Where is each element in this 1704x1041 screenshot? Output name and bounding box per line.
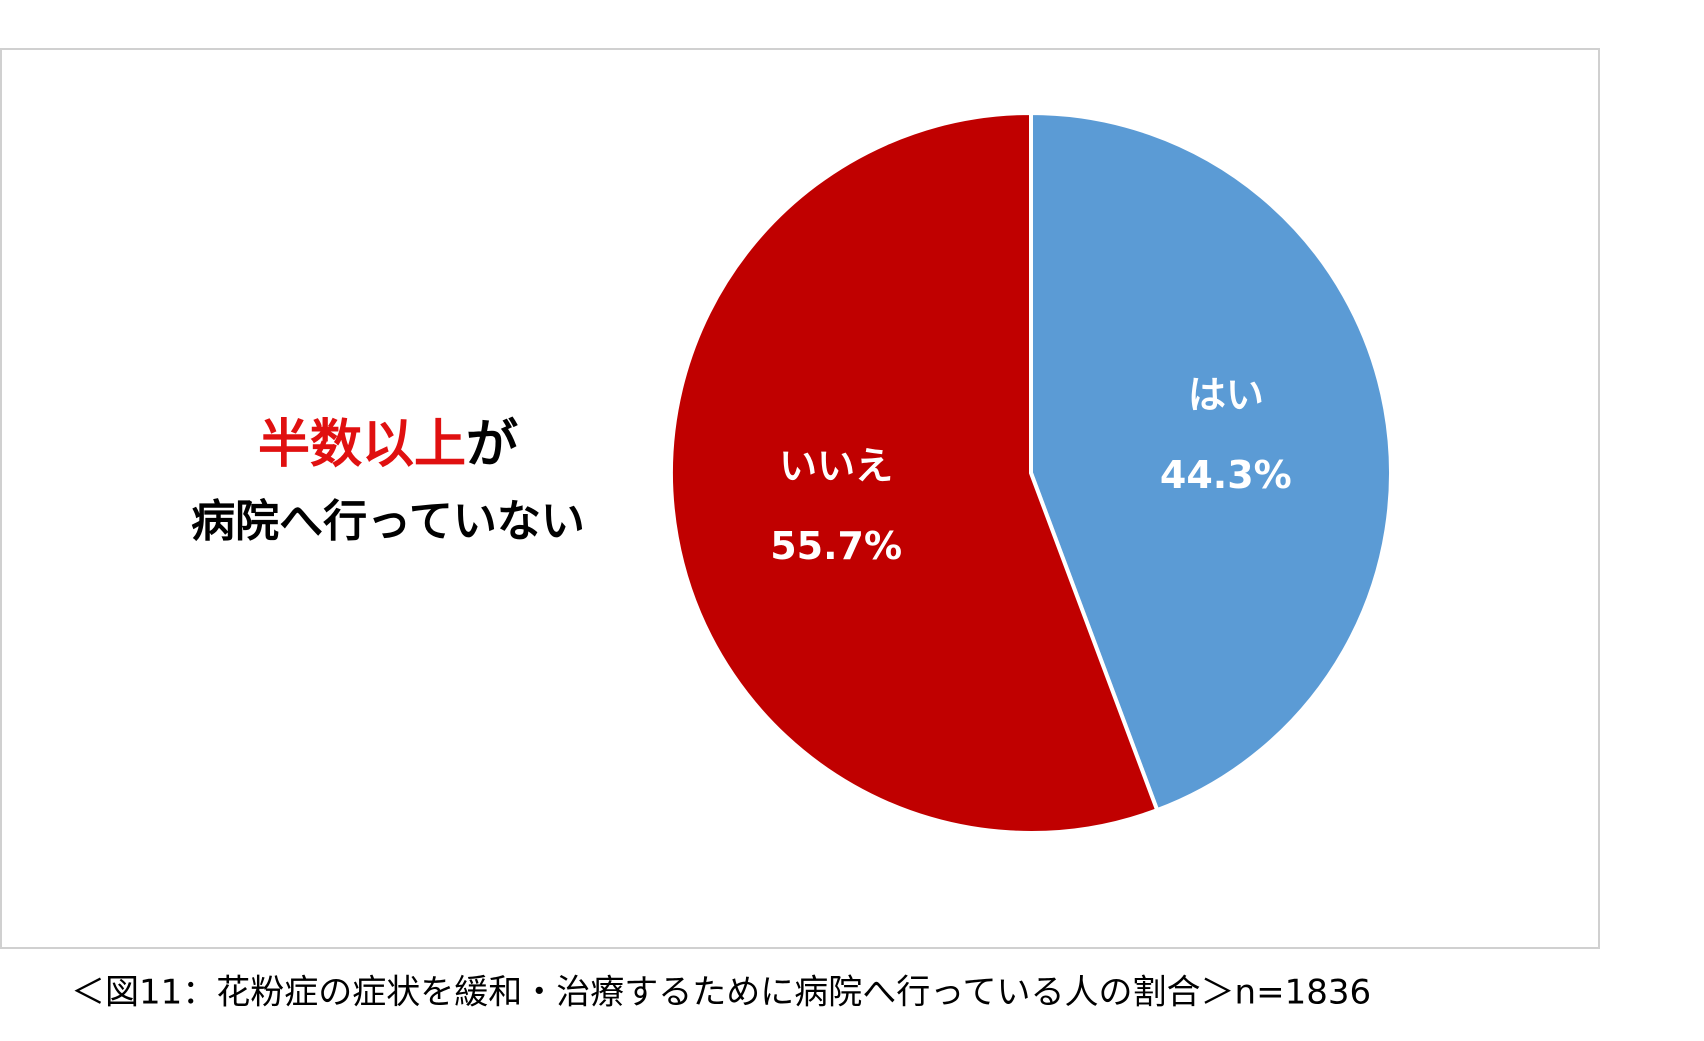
pie-slice xyxy=(669,110,1160,835)
pie-slice xyxy=(1029,110,1393,813)
annotation-line1: 半数以上が xyxy=(258,415,518,475)
annotation-highlight: 半数以上 xyxy=(258,415,466,475)
slice-category-label: いいえ xyxy=(779,444,893,488)
slice-value-label: 44.3% xyxy=(1160,453,1292,497)
slice-category-label: はい xyxy=(1188,373,1264,417)
slice-value-label: 55.7% xyxy=(770,524,902,568)
annotation-line2: 病院へ行っていない xyxy=(191,496,585,547)
caption: ＜図11：花粉症の症状を緩和・治療するために病院へ行っている人の割合＞n=183… xyxy=(71,973,1371,1013)
annotation-text: が xyxy=(466,415,518,475)
